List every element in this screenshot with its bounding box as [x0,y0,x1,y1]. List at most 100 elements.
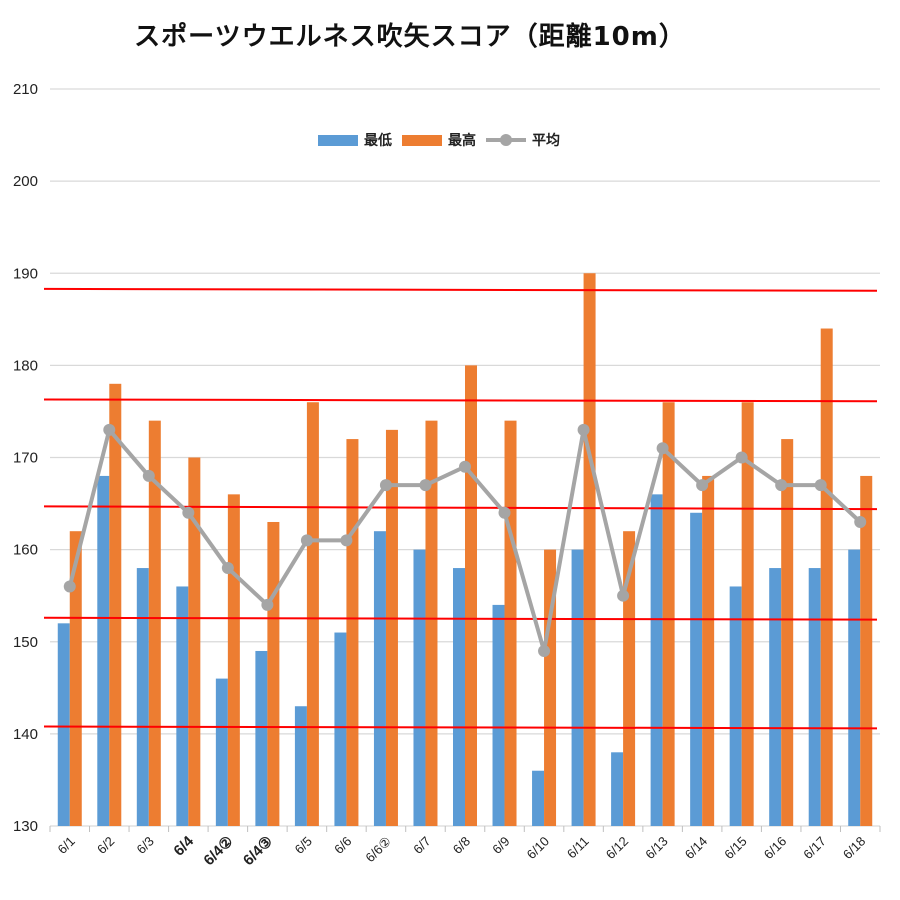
bar-min [57,623,70,826]
bar-min [136,568,149,826]
x-tick-label: 6/11 [564,834,592,862]
average-point [656,442,669,455]
bar-min [690,512,703,826]
bar-min [611,752,624,826]
y-tick-label: 150 [13,634,38,651]
bar-max [465,365,477,826]
bar-min [650,494,663,826]
average-point [498,506,511,519]
average-point [142,469,155,482]
average-point [538,644,551,657]
average-point [419,479,432,492]
bar-max [504,420,517,826]
bar-min [848,549,861,826]
average-point [735,451,748,464]
bar-max [860,475,873,826]
reference-line [43,616,878,621]
average-point [696,479,709,492]
x-tick-label: 6/9 [489,834,512,857]
average-point [300,534,313,547]
legend-swatch-max [402,134,442,146]
y-tick-label: 210 [13,81,38,98]
x-tick-label: 6/18 [840,834,869,863]
bar-min [571,549,584,826]
bar-max [346,439,359,826]
bar-min [532,770,545,826]
legend-label-avg: 平均 [532,133,560,149]
bar-max [820,328,833,826]
bar-max [702,475,715,826]
bar-max [69,531,82,826]
bar-min [294,706,307,826]
x-tick-label: 6/15 [721,834,750,863]
x-tick-label: 6/7 [410,834,433,857]
legend-swatch-avg [486,133,526,147]
bar-max [267,521,280,826]
average-point [577,423,590,436]
bar-max [227,494,240,826]
average-point [340,534,353,547]
x-tick-label: 6/16 [761,834,790,863]
x-tick-label: 6/1 [54,834,77,857]
bar-min [729,586,742,826]
bar-max [583,273,596,826]
y-tick-label: 200 [13,173,38,190]
bar-max [306,402,319,826]
x-tick-label: 6/17 [800,834,829,863]
x-tick-label: 6/2 [94,834,117,857]
x-tick-label: 6/8 [450,834,473,857]
average-point [379,479,392,492]
y-tick-label: 160 [13,542,38,559]
average-point [775,479,788,492]
bar-min [453,568,465,826]
x-tick-label: 6/6② [362,834,394,866]
average-point [854,515,867,528]
average-point [617,589,630,602]
x-tick-label: 6/5 [292,834,315,857]
bar-min [769,568,782,826]
x-tick-label: 6/6 [331,834,354,857]
bar-max [623,531,636,826]
legend-item-avg: 平均 [486,130,560,150]
bar-min [334,632,347,826]
bar-max [781,439,794,826]
bar-min [492,604,505,826]
x-tick-label: 6/13 [642,834,671,863]
x-tick-label: 6/14 [682,834,711,863]
bar-min [176,586,189,826]
bar-min [808,568,821,826]
reference-line [43,398,878,403]
y-tick-label: 130 [13,818,38,835]
reference-line [43,287,878,292]
bar-max [662,402,675,826]
average-point [103,423,116,436]
bar-min [97,475,110,826]
chart-title: スポーツウエルネス吹矢スコア（距離10m） [134,22,686,52]
bar-max [148,420,161,826]
legend-item-min: 最低 [318,130,392,150]
bar-min [413,549,426,826]
average-point [261,598,274,611]
legend-item-max: 最高 [402,130,476,150]
y-tick-label: 140 [13,726,38,743]
bar-min [255,650,268,826]
x-tick-label: 6/12 [603,834,632,863]
average-point [182,506,195,519]
x-tick-label: 6/3 [134,834,157,857]
legend-label-max: 最高 [448,133,476,149]
average-point [814,479,827,492]
y-tick-label: 190 [13,265,38,282]
legend-label-min: 最低 [364,133,392,149]
y-tick-label: 170 [13,450,38,467]
average-point [221,562,234,575]
bar-max [109,383,122,826]
average-point [63,580,76,593]
y-tick-label: 180 [13,357,38,374]
bar-min [215,678,228,826]
legend-swatch-min [318,134,358,146]
x-tick-label: 6/4③ [240,833,276,869]
reference-line [43,725,878,730]
average-point [459,460,471,473]
x-tick-label: 6/4 [170,832,197,859]
